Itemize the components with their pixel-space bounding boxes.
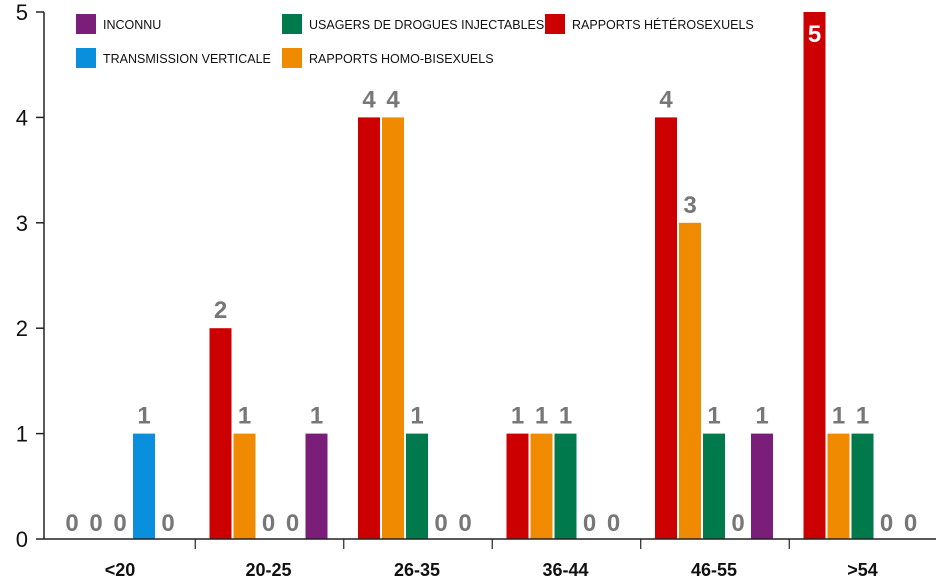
data-label: 0 [161,510,174,537]
bar [506,433,529,539]
bar-group-3: 1 1 10 0 [506,403,620,539]
legend-label: TRANSMISSION VERTICALE [103,52,271,66]
bar-group-1: 2 1 0 0 1 [209,297,328,539]
y-axis: 0 1 2 3 4 5 [16,0,45,552]
data-label: 1 [238,403,251,430]
legend: INCONNU USAGERS DE DROGUES INJECTABLES RAP… [76,14,754,68]
y-tick-label: 4 [16,105,28,130]
data-label: 0 [607,510,620,537]
legend-swatch [545,14,565,34]
data-label: 1 [856,403,869,430]
data-label: 0 [286,510,299,537]
data-label: 3 [683,192,696,219]
bar-group-2: 4 4 1 0 0 [358,86,472,540]
data-label: 0 [731,510,744,537]
bar [703,433,725,539]
bar [233,433,256,539]
data-label: 1 [755,403,768,430]
data-label: 5 [808,21,821,48]
bar [751,433,773,539]
x-tick-label: <20 [105,560,136,580]
data-label: 2 [214,297,227,324]
bar [554,433,577,539]
bar [406,433,428,539]
bar-group-0: 0 0 010 [65,403,175,539]
bar [655,117,677,540]
data-label: 4 [386,86,400,113]
bar [209,328,232,539]
bar [133,433,155,539]
data-label: 1 [832,403,845,430]
legend-item: RAPPORTS HOMO-BISEXUELS [282,48,494,68]
data-label: 4 [362,86,376,113]
bar [827,433,850,539]
data-label: 0 [434,510,447,537]
y-tick-label: 0 [16,527,28,552]
y-tick-label: 1 [16,422,28,447]
x-tick-label: 46-55 [691,560,737,580]
x-tick-label: >54 [847,560,878,580]
legend-item: TRANSMISSION VERTICALE [76,48,271,68]
data-label: 0 [880,510,893,537]
bar [358,117,380,540]
legend-item: USAGERS DE DROGUES INJECTABLES [282,14,544,34]
x-axis: <20 20-25 26-35 36-44 46-55 >54 [44,538,936,580]
bar-group-5: 5 1 1 0 0 [803,12,917,539]
bar [851,433,874,539]
data-label: 0 [458,510,471,537]
data-label: 4 [659,86,673,113]
legend-swatch [76,14,96,34]
data-label: 1 [535,403,548,430]
data-label: 1 [310,403,323,430]
legend-swatch [282,14,302,34]
bar [530,433,553,539]
y-tick-label: 5 [16,0,28,25]
legend-label: INCONNU [103,18,161,32]
data-label: 0 [904,510,917,537]
y-tick-label: 3 [16,211,28,236]
bar-group-4: 4 3 1 0 1 [655,86,773,540]
legend-label: RAPPORTS HÉTÉROSEXUELS [572,17,754,32]
legend-label: USAGERS DE DROGUES INJECTABLES [309,18,544,32]
bar [305,433,328,539]
bar [803,12,826,539]
legend-swatch [76,48,96,68]
data-label: 0 [583,510,596,537]
data-label: 1 [707,403,720,430]
legend-item: INCONNU [76,14,161,34]
data-label: 0 [262,510,275,537]
data-label: 0 [65,510,78,537]
x-tick-label: 20-25 [245,560,291,580]
bar [679,222,701,540]
data-label: 0 [89,510,102,537]
data-label: 1 [511,403,524,430]
data-label: 0 [113,510,126,537]
legend-label: RAPPORTS HOMO-BISEXUELS [309,52,494,66]
bar [382,117,404,540]
legend-item: RAPPORTS HÉTÉROSEXUELS [545,14,754,34]
x-tick-label: 26-35 [394,560,440,580]
y-tick-label: 2 [16,316,28,341]
legend-swatch [282,48,302,68]
x-tick-label: 36-44 [542,560,588,580]
data-label: 1 [410,403,423,430]
data-label: 1 [137,403,150,430]
data-label: 1 [559,403,572,430]
